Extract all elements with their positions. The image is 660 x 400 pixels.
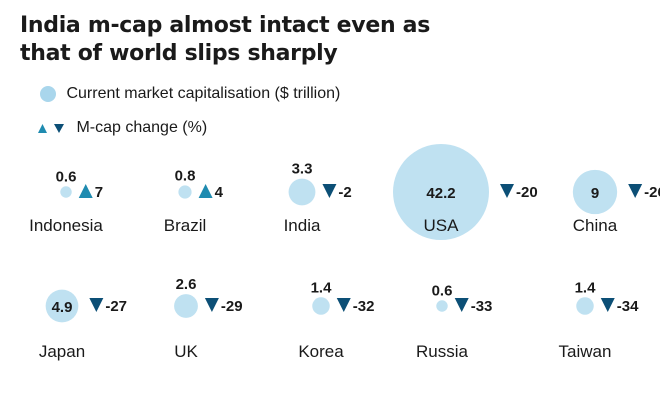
mcap-bubble-japan <box>45 289 79 323</box>
country-group-brazil: 0.8 4 Brazil <box>164 167 224 235</box>
change-up-triangle-brazil <box>198 184 213 198</box>
mcap-bubble-uk <box>174 294 198 318</box>
change-label-uk: -29 <box>221 298 243 315</box>
mcap-label-brazil: 0.8 <box>175 167 196 184</box>
chart-title: India m-cap almost intact even as that o… <box>20 12 430 68</box>
change-label-korea: -32 <box>353 298 375 315</box>
country-name-china: China <box>573 216 618 235</box>
triangle-up-down-legend-icon <box>38 124 64 133</box>
mcap-bubble-indonesia <box>60 186 72 198</box>
change-down-triangle-japan <box>89 298 104 312</box>
mcap-label-india: 3.3 <box>292 161 313 178</box>
mcap-bubble-taiwan <box>576 297 594 315</box>
country-group-japan: 4.9 -27 Japan <box>39 289 127 361</box>
change-down-triangle-china <box>628 184 643 198</box>
change-label-india: -2 <box>338 184 351 201</box>
change-label-brazil: 4 <box>215 184 224 201</box>
mcap-bubble-brazil <box>178 185 192 199</box>
mcap-label-russia: 0.6 <box>432 282 453 299</box>
change-down-triangle-usa <box>500 184 514 198</box>
country-group-usa: 42.2 -20 USA <box>393 144 538 240</box>
country-name-uk: UK <box>174 342 198 361</box>
change-down-triangle-korea <box>336 298 351 312</box>
country-group-russia: 0.6 -33 Russia <box>416 282 492 361</box>
country-name-india: India <box>284 216 321 235</box>
country-name-korea: Korea <box>298 342 344 361</box>
mcap-bubble-russia <box>436 300 448 312</box>
legend-market-cap-label: Current market capitalisation ($ trillio… <box>66 85 341 102</box>
change-label-taiwan: -34 <box>617 298 639 315</box>
country-group-taiwan: 1.4 -34 Taiwan <box>559 279 640 361</box>
country-group-indonesia: 0.6 7 Indonesia <box>29 168 103 235</box>
country-group-china: 9 -26 China <box>572 169 660 235</box>
country-name-indonesia: Indonesia <box>29 216 103 235</box>
change-label-russia: -33 <box>471 298 493 315</box>
mcap-label-uk: 2.6 <box>176 276 197 293</box>
change-down-triangle-uk <box>204 298 219 312</box>
change-down-triangle-india <box>322 184 337 198</box>
change-up-triangle-indonesia <box>78 184 93 198</box>
mcap-label-japan: 4.9 <box>52 299 73 316</box>
legend-mcap-change-label: M-cap change (%) <box>76 119 208 136</box>
legend-market-cap: Current market capitalisation ($ trillio… <box>38 84 340 104</box>
chart-title-line-2: that of world slips sharply <box>20 41 338 66</box>
mcap-label-korea: 1.4 <box>311 279 333 296</box>
change-down-triangle-taiwan <box>600 298 615 312</box>
circle-legend-icon <box>40 86 56 102</box>
legend-mcap-change: M-cap change (%) <box>38 118 207 138</box>
change-down-triangle-russia <box>454 298 469 312</box>
country-name-taiwan: Taiwan <box>559 342 612 361</box>
country-name-usa: USA <box>424 216 460 235</box>
change-label-japan: -27 <box>105 298 127 315</box>
country-group-india: 3.3 -2 India <box>284 161 352 235</box>
mcap-label-indonesia: 0.6 <box>56 168 77 185</box>
mcap-label-usa: 42.2 <box>426 185 455 202</box>
chart-title-line-1: India m-cap almost intact even as <box>20 13 431 38</box>
mcap-label-taiwan: 1.4 <box>575 279 597 296</box>
change-label-indonesia: 7 <box>95 184 103 201</box>
country-name-russia: Russia <box>416 342 469 361</box>
change-label-china: -26 <box>644 184 660 201</box>
country-name-japan: Japan <box>39 342 85 361</box>
mcap-bubble-korea <box>312 297 330 315</box>
country-group-uk: 2.6 -29 UK <box>174 276 243 361</box>
mcap-bubble-india <box>288 178 316 206</box>
change-label-usa: -20 <box>516 184 538 201</box>
country-name-brazil: Brazil <box>164 216 207 235</box>
mcap-bubble-china <box>572 169 618 215</box>
mcap-bubble-usa <box>393 144 489 240</box>
mcap-label-china: 9 <box>591 185 599 202</box>
country-group-korea: 1.4 -32 Korea <box>298 279 374 361</box>
